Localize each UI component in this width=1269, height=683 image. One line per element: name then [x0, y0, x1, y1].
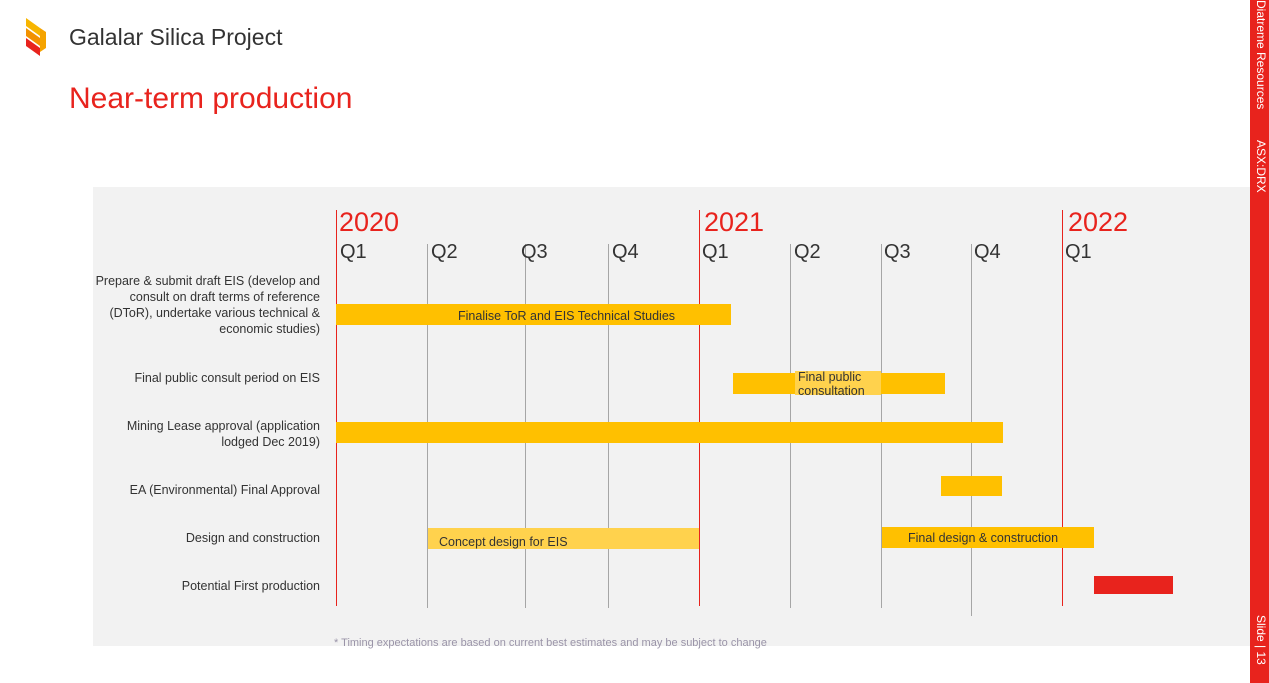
gantt-bar-eis [336, 304, 731, 325]
footnote: * Timing expectations are based on curre… [334, 637, 767, 649]
project-name: Galalar Silica Project [69, 24, 283, 50]
task-label-mining-lease: Mining Lease approval (application lodge… [126, 419, 320, 449]
quarter-label: Q1 [702, 241, 729, 263]
task-label-design: Design and construction [185, 531, 320, 545]
slide-number: Slide | 13 [1254, 615, 1268, 665]
task-label-consult: Final public consult period on EIS [134, 371, 320, 385]
diatreme-chevron-logo [26, 18, 46, 56]
quarter-label: Q4 [974, 241, 1001, 263]
quarter-label: Q2 [794, 241, 821, 263]
quarter-label: Q3 [884, 241, 911, 263]
year-line-2021 [699, 210, 700, 606]
right-brand-bar [1250, 0, 1269, 683]
quarter-label: Q3 [521, 241, 548, 263]
year-label: 2020 [339, 207, 400, 237]
year-label: 2022 [1068, 207, 1129, 237]
year-line-2020 [336, 210, 337, 606]
gantt-bar-ea [941, 476, 1002, 496]
gantt-bar-consult-highlight [795, 371, 881, 395]
gantt-bar-final-design [882, 527, 1094, 548]
gantt-bar-concept-design [428, 528, 699, 549]
quarter-label: Q4 [612, 241, 639, 263]
quarter-label: Q1 [1065, 241, 1092, 263]
gantt-bar-production [1094, 576, 1173, 594]
ticker: ASX:DRX [1254, 140, 1268, 193]
bar-label: Concept design for EIS [439, 535, 568, 549]
bar-label: Final design & construction [908, 531, 1059, 545]
quarter-label: Q1 [340, 241, 367, 263]
gantt-panel [93, 187, 1250, 646]
page-title: Near-term production [69, 82, 353, 115]
quarter-label: Q2 [431, 241, 458, 263]
task-label-eis: Prepare & submit draft EIS (develop and … [95, 274, 320, 336]
bar-label: Finalise ToR and EIS Technical Studies [458, 309, 676, 323]
gantt-bar-mining-lease [336, 422, 1003, 443]
task-label-production: Potential First production [181, 579, 320, 593]
task-label-ea: EA (Environmental) Final Approval [129, 483, 320, 497]
year-line-2022 [1062, 210, 1063, 606]
company-name: Diatreme Resources [1254, 0, 1268, 110]
year-label: 2021 [704, 207, 765, 237]
bar-label: Final public consultation [798, 370, 865, 398]
